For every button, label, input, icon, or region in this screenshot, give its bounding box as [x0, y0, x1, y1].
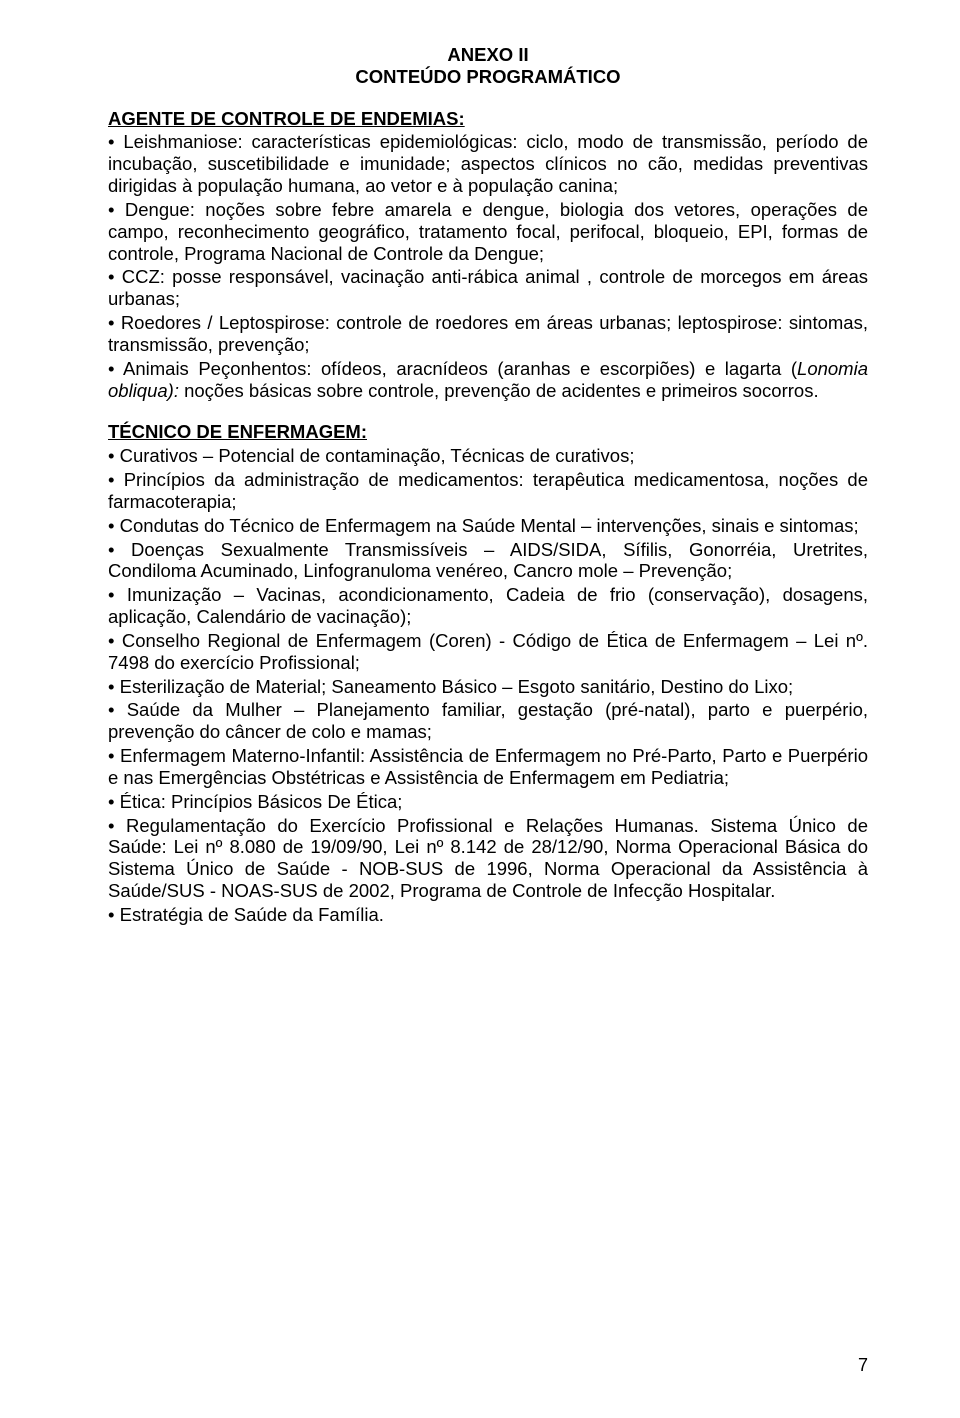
annex-title-line1: ANEXO II [108, 44, 868, 66]
list-item: Princípios da administração de medicamen… [108, 469, 868, 513]
list-item: Regulamentação do Exercício Profissional… [108, 815, 868, 902]
page-number: 7 [858, 1355, 868, 1376]
list-item: Leishmaniose: características epidemioló… [108, 131, 868, 196]
list-item: Doenças Sexualmente Transmissíveis – AID… [108, 539, 868, 583]
list-item: Roedores / Leptospirose: controle de roe… [108, 312, 868, 356]
list-item: CCZ: posse responsável, vacinação anti-r… [108, 266, 868, 310]
page: ANEXO II CONTEÚDO PROGRAMÁTICO AGENTE DE… [0, 0, 960, 1418]
list-item-text-pre: Animais Peçonhentos: ofídeos, aracnídeos… [123, 358, 797, 379]
list-item: Estratégia de Saúde da Família. [108, 904, 868, 926]
section-heading-agente: AGENTE DE CONTROLE DE ENDEMIAS: [108, 108, 868, 130]
list-item: Esterilização de Material; Saneamento Bá… [108, 676, 868, 698]
list-item: Ética: Princípios Básicos De Ética; [108, 791, 868, 813]
list-item: Animais Peçonhentos: ofídeos, aracnídeos… [108, 358, 868, 402]
list-item: Enfermagem Materno-Infantil: Assistência… [108, 745, 868, 789]
list-item: Imunização – Vacinas, acondicionamento, … [108, 584, 868, 628]
annex-title-line2: CONTEÚDO PROGRAMÁTICO [108, 66, 868, 88]
list-item: Conselho Regional de Enfermagem (Coren) … [108, 630, 868, 674]
list-item: Saúde da Mulher – Planejamento familiar,… [108, 699, 868, 743]
tecnico-list: Curativos – Potencial de contaminação, T… [108, 445, 868, 925]
list-item-text-post: noções básicas sobre controle, prevenção… [179, 380, 819, 401]
list-item: Curativos – Potencial de contaminação, T… [108, 445, 868, 467]
list-item: Dengue: noções sobre febre amarela e den… [108, 199, 868, 264]
list-item: Condutas do Técnico de Enfermagem na Saú… [108, 515, 868, 537]
agente-list: Leishmaniose: características epidemioló… [108, 131, 868, 401]
section-heading-tecnico: TÉCNICO DE ENFERMAGEM: [108, 421, 868, 443]
